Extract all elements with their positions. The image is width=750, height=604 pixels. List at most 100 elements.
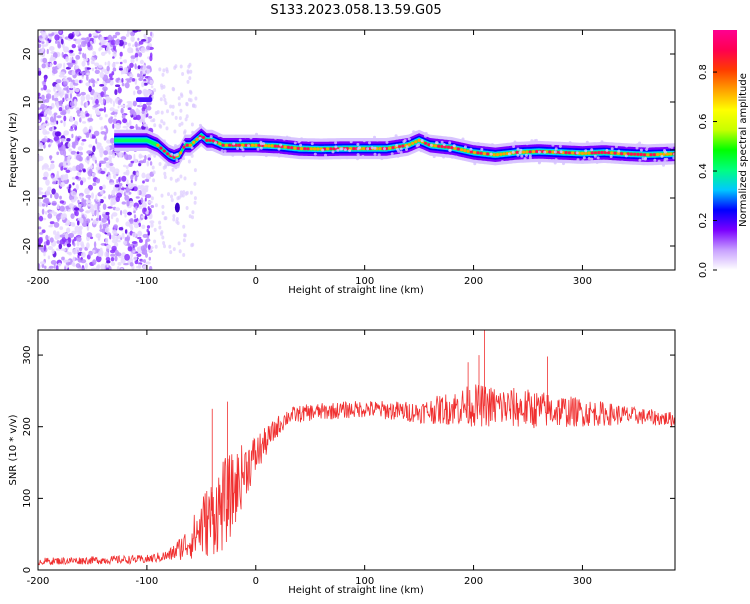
noise-dot: [153, 123, 157, 128]
noise-dot: [92, 99, 95, 105]
y-tick-label: 0: [22, 147, 33, 153]
noise-dot: [81, 40, 87, 47]
ridge-fringe: [511, 150, 515, 154]
noise-dot: [102, 223, 107, 228]
noise-dot: [88, 144, 93, 148]
ridge-fringe: [585, 140, 589, 144]
noise-dot: [85, 101, 89, 108]
noise-dot: [111, 153, 116, 159]
noise-dot: [128, 119, 132, 126]
noise-dot: [66, 251, 70, 255]
noise-dot: [120, 257, 126, 264]
x-tick-label: -100: [136, 576, 159, 587]
noise-dot: [39, 261, 46, 265]
ridge-core-point: [486, 152, 490, 156]
ridge-core-point: [182, 145, 186, 149]
noise-dot: [53, 263, 56, 269]
noise-dot: [56, 120, 59, 125]
noise-dot: [83, 199, 87, 203]
noise-dot: [114, 255, 118, 262]
ridge-fringe: [516, 147, 520, 151]
noise-dot: [127, 246, 133, 252]
ridge-fringe: [480, 147, 484, 151]
noise-dot: [108, 219, 111, 225]
noise-dot: [122, 44, 125, 49]
noise-dot: [127, 211, 132, 216]
noise-dot: [134, 41, 138, 48]
ridge-fringe: [396, 147, 399, 151]
noise-dot: [40, 87, 44, 91]
ridge-core-point: [401, 144, 405, 148]
noise-dot: [71, 133, 74, 139]
noise-dot: [107, 206, 113, 209]
colorbar-tick-label: 0.4: [698, 163, 709, 179]
noise-dot: [175, 219, 179, 224]
ridge-core-point: [580, 151, 585, 155]
noise-dot: [100, 190, 104, 195]
noise-dot: [61, 144, 66, 152]
noise-dot: [42, 203, 46, 207]
ridge-fringe: [167, 163, 171, 167]
noise-dot: [130, 109, 133, 116]
noise-dot: [51, 32, 55, 36]
noise-dot: [114, 242, 119, 248]
noise-dot: [106, 65, 110, 72]
noise-dot: [118, 176, 121, 183]
noise-dot: [146, 225, 151, 229]
x-tick-label: 300: [573, 576, 592, 587]
noise-dot: [84, 262, 88, 269]
ridge-fringe: [242, 152, 246, 156]
noise-dot: [143, 82, 148, 86]
noise-dot: [154, 111, 158, 115]
noise-dot: [169, 104, 173, 109]
ridge-core-point: [453, 146, 457, 150]
ridge-fringe: [548, 159, 552, 162]
noise-dot: [123, 164, 127, 168]
noise-dot: [138, 40, 144, 45]
noise-dot: [185, 206, 189, 210]
ridge-fringe: [174, 166, 178, 170]
noise-dot: [38, 215, 44, 222]
noise-dot: [64, 232, 69, 240]
noise-dot: [72, 82, 79, 86]
noise-dot: [81, 214, 85, 219]
noise-dot: [193, 196, 197, 201]
noise-dot: [187, 97, 191, 102]
noise-dot: [60, 120, 63, 124]
noise-dot: [107, 34, 113, 42]
ridge-core-point: [495, 153, 500, 157]
noise-dot: [67, 142, 71, 148]
noise-dot: [38, 70, 42, 76]
ridge-fringe: [368, 141, 371, 145]
ridge-core-point: [652, 153, 656, 157]
noise-dot: [163, 171, 167, 176]
noise-dot: [53, 222, 60, 228]
noise-dot: [109, 107, 115, 112]
ridge-core-point: [290, 146, 294, 150]
noise-dot: [122, 125, 128, 129]
ridge-core-point: [607, 151, 611, 155]
ridge-core-point: [316, 147, 320, 151]
noise-dot: [188, 62, 192, 67]
noise-dot: [81, 139, 87, 142]
noise-dot: [92, 83, 95, 88]
noise-dot: [75, 107, 80, 110]
ridge-core-point: [610, 151, 614, 155]
noise-dot: [116, 252, 122, 257]
noise-dot: [50, 163, 55, 170]
noise-dot: [60, 213, 66, 220]
noise-dot: [101, 45, 108, 48]
noise-dot: [120, 267, 124, 270]
ridge-fringe: [461, 137, 465, 141]
colorbar-tick-label: 0.8: [698, 64, 709, 80]
ridge-fringe: [357, 155, 361, 159]
noise-dot: [92, 105, 99, 108]
noise-dot: [50, 160, 55, 164]
noise-dot: [126, 200, 130, 207]
noise-dot: [71, 59, 76, 64]
noise-dot: [90, 96, 94, 100]
ridge-fringe: [399, 150, 403, 154]
ridge-core-point: [433, 144, 437, 148]
noise-dot: [103, 157, 109, 162]
